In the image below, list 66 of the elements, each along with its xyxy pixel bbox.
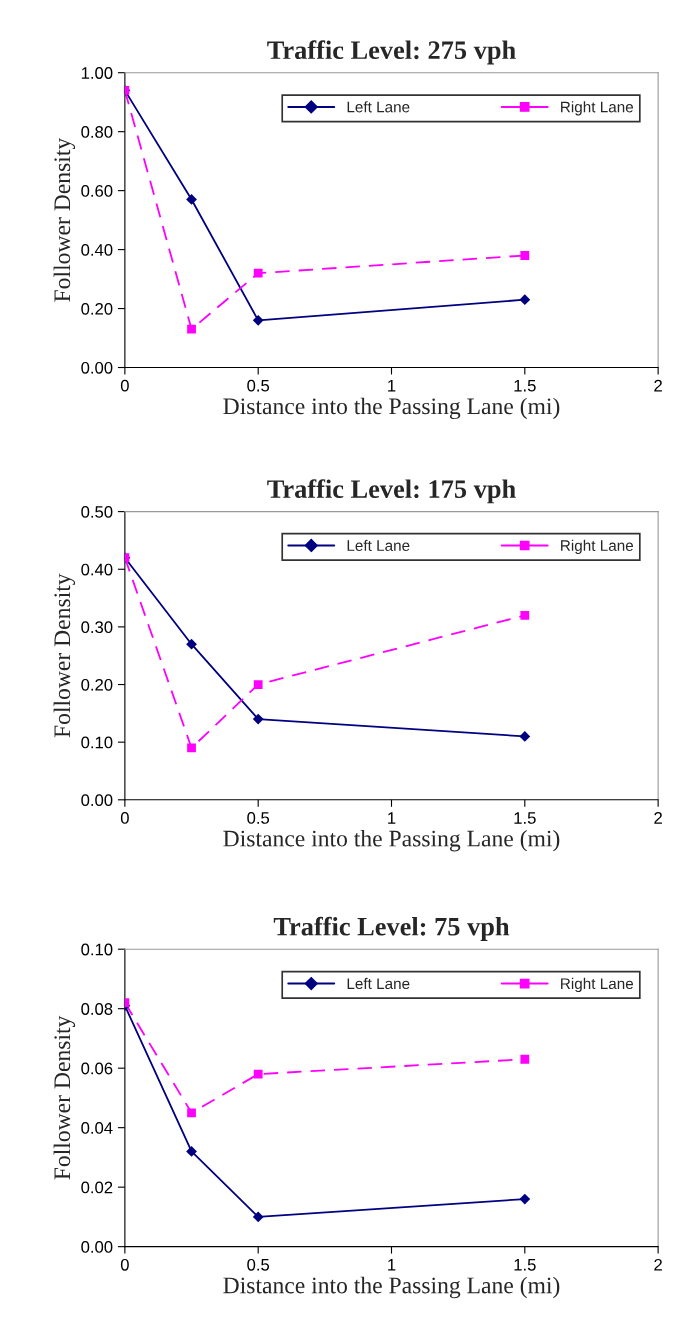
- point: [253, 680, 263, 689]
- point: [519, 294, 531, 306]
- y-tick-label: 0.40: [81, 563, 113, 576]
- x-tick-label: 0: [120, 812, 129, 824]
- x-axis-title: Distance into the Passing Lane (mi): [223, 829, 560, 852]
- point: [519, 731, 531, 742]
- x-tick-label: 0.5: [247, 812, 270, 824]
- y-tick-label: 1.00: [81, 67, 113, 79]
- point: [187, 324, 196, 334]
- x-tick-label: 2: [654, 812, 662, 824]
- legend-label: Left Lane: [347, 101, 410, 113]
- chart-title: Traffic Level: 75 vph: [273, 916, 510, 941]
- y-tick-label: 0.10: [81, 736, 113, 749]
- x-tick-label: 0: [120, 1258, 129, 1271]
- x-tick-label: 1.5: [514, 1259, 536, 1271]
- x-tick-label: 0.5: [247, 379, 270, 392]
- x-tick-label: 0: [120, 379, 129, 392]
- point: [520, 1054, 530, 1064]
- y-tick-label: 0.08: [81, 1003, 113, 1015]
- x-axis-title: Distance into the Passing Lane (mi): [223, 397, 560, 420]
- legend-label: Left Lane: [347, 539, 410, 551]
- point: [252, 1211, 264, 1223]
- y-tick-label: 0.80: [81, 126, 113, 138]
- y-tick-label: 0.00: [81, 361, 113, 374]
- legend-label: Left Lane: [347, 977, 410, 990]
- x-tick-label: 1.5: [514, 379, 536, 392]
- point: [253, 1069, 263, 1079]
- point: [187, 743, 196, 753]
- x-tick-label: 2: [654, 1258, 662, 1271]
- x-tick-label: 0.5: [247, 1258, 270, 1271]
- x-axis-title: Distance into the Passing Lane (mi): [223, 1276, 560, 1299]
- y-tick-label: 0.02: [81, 1181, 113, 1194]
- y-axis-title: Follower Density: [53, 1015, 76, 1180]
- legend-label: Right Lane: [561, 977, 634, 993]
- x-tick-label: 1.5: [514, 812, 536, 824]
- y-tick-label: 0.20: [81, 678, 113, 691]
- chart-title: Traffic Level: 175 vph: [267, 479, 516, 504]
- y-tick-label: 0.06: [81, 1062, 113, 1075]
- point: [252, 713, 264, 725]
- y-tick-label: 0.60: [81, 185, 113, 197]
- y-tick-label: 0.00: [81, 794, 113, 807]
- y-tick-label: 0.40: [81, 243, 113, 256]
- legend-label: Right Lane: [561, 539, 634, 555]
- point: [186, 1146, 197, 1157]
- y-axis-title: Follower Density: [53, 573, 76, 738]
- y-tick-label: 0.20: [81, 302, 113, 315]
- x-tick-label: 1: [388, 379, 396, 392]
- y-tick-label: 0.30: [81, 621, 113, 634]
- point: [520, 610, 530, 620]
- y-tick-label: 0.00: [81, 1241, 113, 1253]
- legend-label: Right Lane: [561, 101, 634, 116]
- point: [519, 1193, 531, 1205]
- x-tick-label: 1: [388, 812, 396, 824]
- point: [253, 268, 263, 278]
- y-tick-label: 0.04: [81, 1122, 113, 1134]
- y-tick-label: 0.10: [81, 943, 113, 956]
- x-tick-label: 1: [388, 1259, 396, 1271]
- chart-title: Traffic Level: 275 vph: [267, 40, 516, 65]
- y-axis-title: Follower Density: [53, 137, 76, 302]
- point: [252, 314, 264, 326]
- point: [186, 194, 197, 205]
- point: [187, 1108, 196, 1118]
- point: [520, 251, 530, 260]
- x-tick-label: 2: [654, 379, 662, 392]
- y-tick-label: 0.50: [81, 506, 113, 518]
- point: [186, 638, 197, 650]
